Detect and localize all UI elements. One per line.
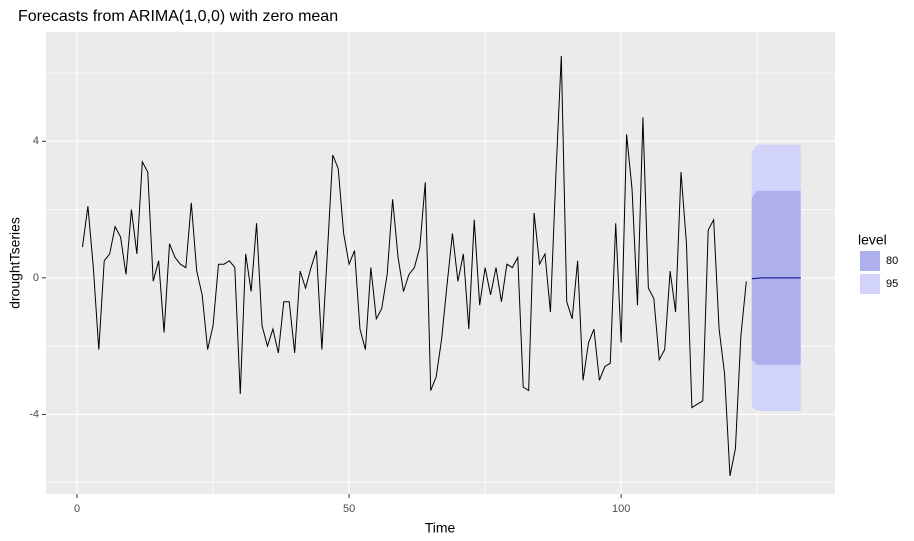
plot-panel — [46, 32, 835, 494]
x-tick-label: 100 — [612, 503, 630, 515]
chart-title: Forecasts from ARIMA(1,0,0) with zero me… — [18, 8, 338, 25]
y-axis-label: droughtTseries — [7, 217, 23, 309]
y-tick-label: -4 — [29, 408, 39, 420]
x-tick-label: 50 — [343, 503, 355, 515]
x-axis-label: Time — [425, 520, 456, 536]
series-line — [81, 55, 747, 476]
legend-key — [860, 251, 880, 271]
legend-label: 95 — [886, 278, 898, 290]
legend-title: level — [858, 232, 887, 248]
forecast-line — [751, 277, 801, 280]
x-tick-label: 0 — [74, 503, 80, 515]
y-tick-label: 4 — [33, 135, 39, 147]
legend-key — [860, 274, 880, 294]
y-tick-label: 0 — [33, 272, 39, 284]
legend-label: 80 — [886, 255, 898, 267]
